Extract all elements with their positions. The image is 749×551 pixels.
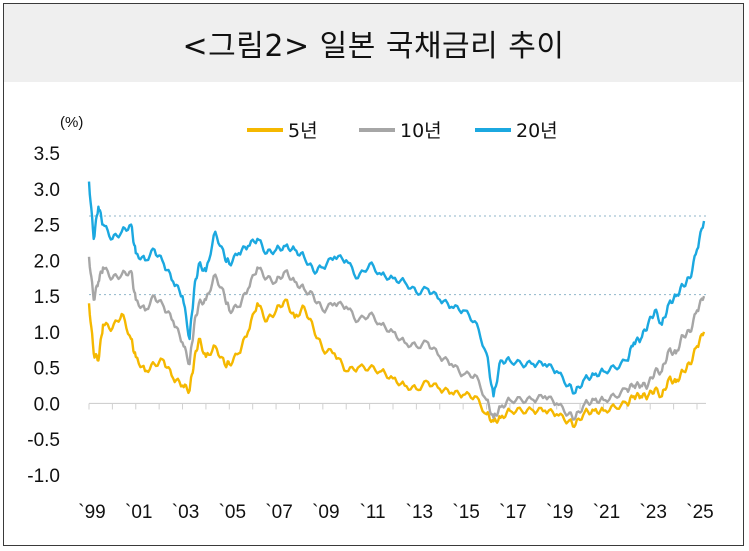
y-tick-label: 1.5 (34, 287, 60, 308)
legend-label: 10년 (400, 120, 442, 142)
series-group (87, 181, 706, 429)
x-tick-label: `25 (686, 502, 713, 523)
y-axis: 3.5 3.0 2.5 2.0 1.5 1.0 0.5 0.0 -0.5 -1.0 (27, 144, 60, 487)
x-tick-label: `19 (546, 502, 573, 523)
series-line (87, 298, 706, 429)
x-tick-label: `03 (172, 502, 199, 523)
x-tick-label: `01 (125, 502, 152, 523)
x-tick-label: `07 (265, 502, 292, 523)
y-tick-label: 0.5 (34, 359, 60, 380)
x-tick-label: `17 (499, 502, 526, 523)
unit-label: (%) (60, 114, 83, 131)
x-tick-label: `05 (219, 502, 246, 523)
y-tick-label: 2.0 (34, 251, 60, 272)
legend: 5년 10년 20년 (247, 120, 558, 142)
y-tick-label: 3.0 (34, 180, 60, 201)
y-tick-label: -0.5 (27, 430, 60, 451)
y-tick-label: 3.5 (34, 144, 60, 165)
legend-label: 5년 (288, 120, 318, 142)
title-bar: <그림2> 일본 국채금리 추이 (4, 4, 743, 82)
series-line (87, 256, 706, 421)
legend-label: 20년 (516, 120, 558, 142)
chart-title: <그림2> 일본 국채금리 추이 (182, 29, 565, 64)
y-tick-label: 1.0 (34, 323, 60, 344)
y-tick-label: 2.5 (34, 216, 60, 237)
chart-frame: <그림2> 일본 국채금리 추이 (%) 5년 10년 20년 3.5 3.0 2.5 2… (3, 3, 744, 546)
y-tick-label: 0.0 (34, 394, 60, 415)
x-tick-label: `09 (312, 502, 339, 523)
series-line (87, 181, 706, 398)
x-tick-label: `23 (639, 502, 666, 523)
x-tick-label: `21 (593, 502, 620, 523)
x-tick-label: `15 (452, 502, 479, 523)
y-tick-label: -1.0 (27, 466, 60, 487)
x-tick-label: `99 (78, 502, 105, 523)
x-tick-label: `11 (360, 502, 386, 523)
line-chart: (%) 5년 10년 20년 3.5 3.0 2.5 2.0 1.5 1.0 0.5 0.0 -0.… (27, 114, 714, 523)
x-axis: `99 `01 `03 `05 `07 `09 `11 `13 `15 `17 `19 `21 `23 `… (78, 402, 714, 523)
x-tick-label: `13 (406, 502, 433, 523)
